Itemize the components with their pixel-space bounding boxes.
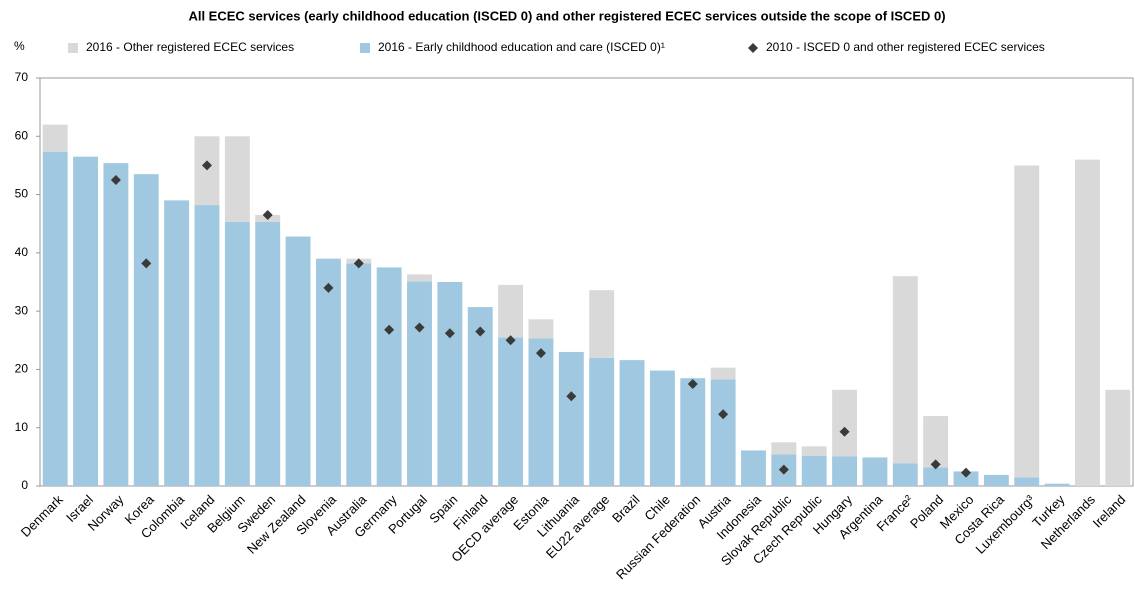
y-tick-label: 20 [15, 362, 29, 376]
marker [961, 467, 972, 478]
bar-segment [983, 474, 1009, 486]
bar-segment [42, 124, 68, 153]
y-tick-label: 10 [15, 420, 29, 434]
legend-label: 2016 - Early childhood education and car… [378, 40, 665, 54]
marker [414, 322, 425, 333]
marker [110, 175, 121, 185]
marker [323, 282, 334, 293]
bar-segment [498, 284, 524, 338]
marker [566, 391, 577, 402]
bar-segment [224, 221, 250, 487]
marker [718, 409, 729, 420]
y-tick-label: 50 [15, 187, 29, 201]
legend-swatch [360, 43, 370, 53]
legend-swatch [68, 43, 78, 53]
bar-segment [771, 442, 797, 455]
marker [839, 426, 850, 437]
bar-segment [1044, 483, 1070, 486]
bar-segment [42, 152, 68, 486]
y-tick-label: 60 [15, 128, 29, 142]
marker [930, 459, 941, 470]
x-tick-label: Denmark [18, 492, 66, 540]
x-tick-label: Ireland [1090, 492, 1129, 531]
bar-segment [467, 307, 493, 486]
marker [475, 326, 486, 337]
bar-segment [315, 258, 341, 486]
x-tick-label: Brazil [609, 492, 643, 526]
bar-segment [619, 360, 645, 486]
marker [262, 209, 273, 220]
bar-segment [285, 236, 311, 486]
y-tick-label: 70 [15, 70, 29, 84]
plot-frame [39, 77, 1134, 487]
bar-segment [498, 337, 524, 486]
legend-label: 2010 - ISCED 0 and other registered ECEC… [766, 40, 1045, 54]
bar-segment [832, 456, 858, 486]
bar-segment [710, 379, 736, 486]
bar-segment [892, 463, 918, 486]
bar-segment [1105, 389, 1131, 486]
bar-segment [923, 467, 949, 486]
bar-segment [528, 319, 554, 339]
y-tick-label: 40 [15, 245, 29, 259]
marker [201, 160, 212, 171]
marker [353, 258, 364, 269]
bar-segment [1075, 159, 1100, 486]
y-axis-label: % [14, 39, 25, 53]
bar-segment [801, 446, 827, 456]
bar-segment [710, 367, 736, 380]
y-tick-label: 30 [15, 303, 29, 317]
marker [505, 335, 516, 346]
bar-segment [194, 136, 220, 206]
marker [444, 328, 455, 339]
bar-segment [923, 416, 949, 468]
marker [535, 348, 546, 359]
bar-segment [346, 263, 372, 486]
bar-segment [953, 471, 979, 486]
bar-segment [892, 276, 918, 464]
bar-segment [558, 351, 584, 486]
legend-marker [748, 43, 758, 53]
bar-segment [437, 282, 463, 486]
y-tick-label: 0 [21, 478, 28, 492]
bar-segment [1014, 165, 1040, 478]
legend-label: 2016 - Other registered ECEC services [86, 40, 294, 54]
marker [141, 258, 152, 269]
bar-segment [589, 290, 615, 358]
bar-segment [376, 267, 402, 486]
bar-segment [224, 136, 250, 222]
bar-segment [528, 338, 554, 486]
bar-segment [133, 174, 159, 486]
marker [384, 324, 395, 335]
bar-segment [194, 205, 220, 486]
bar-segment [164, 200, 190, 486]
marker [778, 464, 789, 475]
bar-segment [680, 378, 706, 486]
bar-segment [801, 455, 827, 486]
chart-title: All ECEC services (early childhood educa… [188, 8, 945, 23]
bar-segment [255, 221, 281, 487]
bar-segment [407, 274, 432, 282]
bar-segment [589, 357, 615, 486]
bar-segment [862, 457, 888, 486]
bar-segment [73, 156, 98, 486]
bar-segment [1014, 477, 1040, 486]
bar-segment [407, 281, 432, 486]
bar-segment [649, 370, 675, 486]
marker [687, 379, 698, 389]
bar-segment [741, 450, 766, 486]
bar-segment [103, 163, 129, 486]
bar-segment [832, 389, 858, 457]
